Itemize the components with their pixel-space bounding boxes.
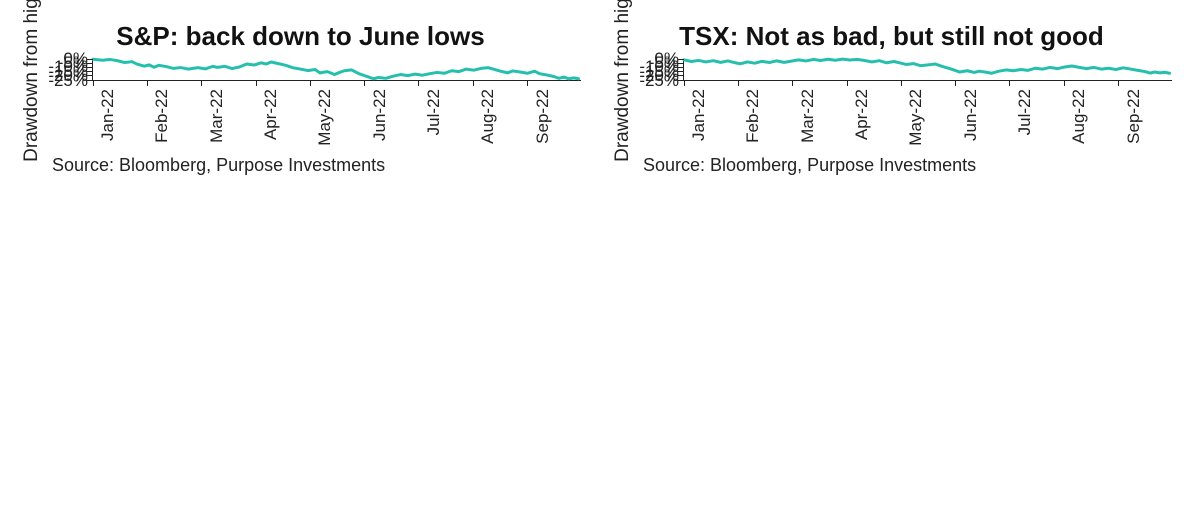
- source-sp: Source: Bloomberg, Purpose Investments: [52, 155, 581, 176]
- y-tick-mark: [678, 71, 684, 72]
- x-tick-label: May-22: [906, 89, 926, 146]
- x-tick-label: May-22: [315, 89, 335, 146]
- line-svg-sp: [93, 59, 581, 80]
- source-tsx: Source: Bloomberg, Purpose Investments: [643, 155, 1172, 176]
- y-tick-mark: [678, 59, 684, 60]
- x-ticks-tsx: Jan-22 Feb-22 Mar-22 Apr-22 May-22 Jun-22 Jul-…: [683, 81, 1172, 151]
- x-tick-label: Mar-22: [207, 89, 227, 143]
- panels-container: S&P: back down to June lows Drawdown fro…: [20, 20, 1172, 176]
- y-axis-label-tsx: Drawdown from highs: [612, 0, 634, 161]
- y-ticks-sp: 0%-5%-10%-15%-20%-25%: [44, 59, 92, 81]
- x-tick-label: Sep-22: [533, 89, 553, 144]
- y-tick-mark: [87, 63, 93, 64]
- line-path-tsx: [684, 59, 1170, 73]
- x-tick-label: Jan-22: [689, 89, 709, 141]
- x-tick-label: Jan-22: [98, 89, 118, 141]
- plot-sp: [92, 59, 581, 81]
- y-tick-label: -25%: [48, 71, 88, 91]
- x-tick-label: Jul-22: [1015, 89, 1035, 135]
- x-tick-label: Apr-22: [852, 89, 872, 140]
- y-axis-label-wrap-tsx: Drawdown from highs: [611, 59, 635, 81]
- y-axis-label-sp: Drawdown from highs: [21, 0, 43, 161]
- chart-title-sp: S&P: back down to June lows: [20, 20, 581, 53]
- y-tick-mark: [87, 71, 93, 72]
- chart-title-tsx: TSX: Not as bad, but still not good: [611, 20, 1172, 53]
- x-tick-label: Feb-22: [743, 89, 763, 143]
- chart-row-sp: Drawdown from highs 0%-5%-10%-15%-20%-25…: [20, 59, 581, 81]
- x-tick-label: Aug-22: [1069, 89, 1089, 144]
- panel-tsx: TSX: Not as bad, but still not good Draw…: [611, 20, 1172, 176]
- y-tick-label: -25%: [639, 71, 679, 91]
- line-path-sp: [93, 59, 579, 79]
- panel-sp: S&P: back down to June lows Drawdown fro…: [20, 20, 581, 176]
- x-tick-label: Jul-22: [424, 89, 444, 135]
- plot-tsx: [683, 59, 1172, 81]
- y-tick-mark: [678, 63, 684, 64]
- y-tick-mark: [87, 75, 93, 76]
- x-tick-label: Aug-22: [478, 89, 498, 144]
- x-tick-label: Mar-22: [798, 89, 818, 143]
- y-tick-mark: [678, 75, 684, 76]
- x-tick-label: Sep-22: [1124, 89, 1144, 144]
- y-tick-mark: [678, 67, 684, 68]
- y-axis-label-wrap-sp: Drawdown from highs: [20, 59, 44, 81]
- line-svg-tsx: [684, 59, 1172, 80]
- y-tick-mark: [87, 67, 93, 68]
- x-tick-label: Feb-22: [152, 89, 172, 143]
- x-tick-label: Jun-22: [961, 89, 981, 141]
- x-tick-label: Jun-22: [370, 89, 390, 141]
- chart-row-tsx: Drawdown from highs 0%-5%-10%-15%-20%-25…: [611, 59, 1172, 81]
- x-ticks-sp: Jan-22 Feb-22 Mar-22 Apr-22 May-22 Jun-22 Jul-…: [92, 81, 581, 151]
- y-ticks-tsx: 0%-5%-10%-15%-20%-25%: [635, 59, 683, 81]
- x-tick-label: Apr-22: [261, 89, 281, 140]
- y-tick-mark: [87, 59, 93, 60]
